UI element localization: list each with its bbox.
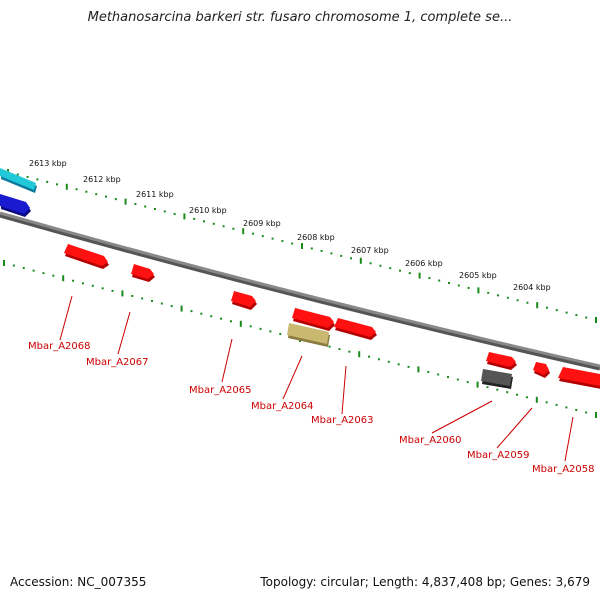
gene-leader-line [117, 311, 131, 355]
scale-label: 2605 kbp [459, 271, 497, 280]
backbone-shadow [0, 212, 600, 371]
gene-leader-line [564, 416, 574, 462]
gene-label: Mbar_A2060 [399, 435, 462, 446]
backbone-line [0, 211, 600, 368]
gene-feature-mbar-a2058 [558, 367, 600, 389]
gene-leader-line [496, 407, 533, 449]
gene-label: Mbar_A2067 [86, 357, 149, 368]
scale-labels: 2613 kbp 2612 kbp 2611 kbp 2610 kbp 2609 kbp… [29, 159, 551, 292]
gene-feature-blue [0, 194, 31, 217]
gene-feature-cyan [0, 168, 37, 193]
gene-feature-mbar-a2065 [231, 291, 257, 310]
gene-feature-mbar-a2067 [131, 264, 155, 282]
scale-label: 2611 kbp [136, 190, 174, 199]
gene-label: Mbar_A2059 [467, 450, 530, 461]
topology-label: Topology: circular; Length: 4,837,408 bp… [260, 575, 590, 589]
gene-leader-line [431, 400, 493, 434]
gene-leader-line [282, 355, 303, 400]
gene-feature-highlight [287, 323, 330, 347]
gene-features [0, 168, 600, 389]
scale-label: 2607 kbp [351, 246, 389, 255]
gene-feature-mbar-a2059 [533, 362, 550, 378]
scale-label: 2612 kbp [83, 175, 121, 184]
scale-label: 2610 kbp [189, 206, 227, 215]
gene-label: Mbar_A2058 [532, 464, 595, 475]
gene-feature-mbar-a2063 [334, 318, 377, 340]
accession-label: Accession: NC_007355 [10, 575, 147, 589]
map-title: Methanosarcina barkeri str. fusaro chrom… [87, 10, 513, 25]
gene-label: Mbar_A2063 [311, 415, 374, 426]
gene-feature-mbar-a2068 [64, 244, 109, 269]
scale-label: 2608 kbp [297, 233, 335, 242]
gene-feature-mbar-a2060 [486, 352, 517, 370]
gene-feature-mbar-a2064 [292, 308, 335, 331]
scale-label: 2613 kbp [29, 159, 67, 168]
gene-label: Mbar_A2065 [189, 385, 252, 396]
gene-leader-line [221, 338, 233, 383]
gene-labels: Mbar_A2068 Mbar_A2067 Mbar_A2065 Mbar_A2064… [28, 295, 595, 475]
scale-label: 2604 kbp [513, 283, 551, 292]
scale-label: 2606 kbp [405, 259, 443, 268]
chromosome-backbone [0, 211, 600, 371]
gene-feature-gray [481, 369, 513, 389]
gene-label: Mbar_A2068 [28, 341, 91, 352]
gene-label: Mbar_A2064 [251, 401, 314, 412]
gene-leader-line [341, 365, 347, 415]
outer-scale-ticks [7, 169, 597, 323]
gene-leader-line [59, 295, 73, 341]
scale-label: 2609 kbp [243, 219, 281, 228]
